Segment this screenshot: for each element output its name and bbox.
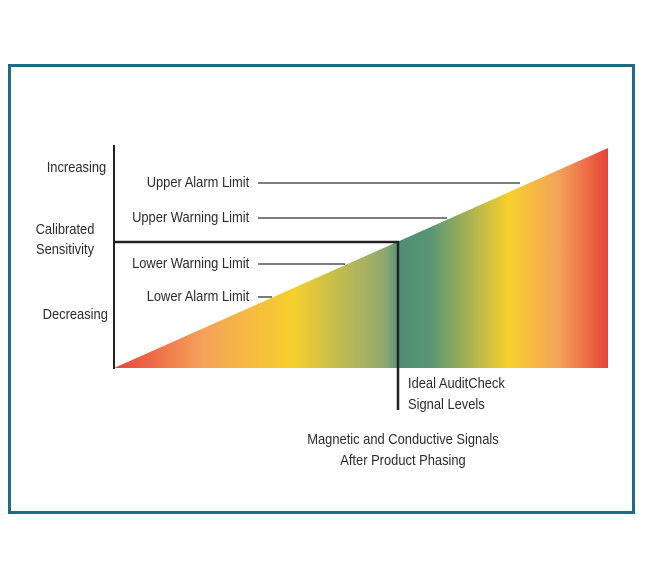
- signal-gradient-triangle: [114, 148, 608, 368]
- lower-alarm-label: Lower Alarm Limit: [146, 288, 249, 305]
- y-axis-calibrated-label: Calibrated: [35, 221, 95, 238]
- y-axis-increasing-label: Increasing: [46, 159, 106, 176]
- calibrated-sensitivity-line: [114, 240, 400, 410]
- x-caption-line1: Magnetic and Conductive Signals: [307, 431, 499, 448]
- y-axis-sensitivity-label: Sensitivity: [35, 241, 95, 258]
- ideal-label-line1: Ideal AuditCheck: [408, 375, 505, 392]
- upper-alarm-label: Upper Alarm Limit: [146, 174, 249, 191]
- ideal-label-line2: Signal Levels: [408, 396, 485, 413]
- upper-warning-label: Upper Warning Limit: [131, 209, 249, 226]
- x-caption-line2: After Product Phasing: [340, 452, 466, 469]
- y-axis-decreasing-label: Decreasing: [42, 306, 108, 323]
- lower-warning-label: Lower Warning Limit: [131, 255, 249, 272]
- diagram-frame: [8, 64, 635, 514]
